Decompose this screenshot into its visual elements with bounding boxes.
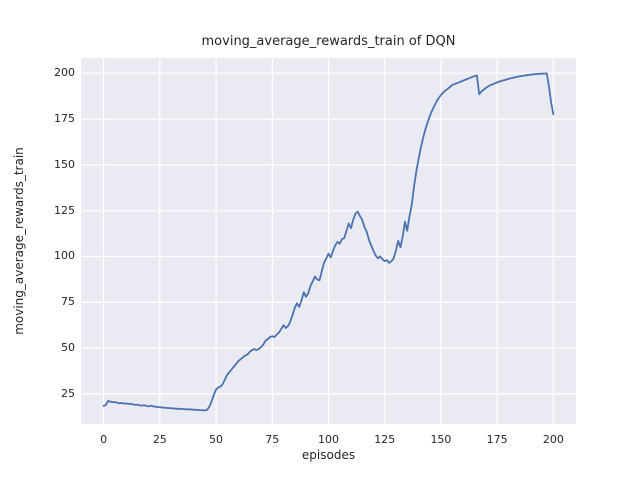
x-tick-label: 0 <box>100 433 108 446</box>
y-tick-label: 50 <box>61 341 75 355</box>
x-tick-label: 50 <box>209 433 224 446</box>
x-tick-label: 125 <box>374 433 396 446</box>
y-tick-label: 150 <box>54 157 75 171</box>
y-tick-label: 25 <box>61 386 75 400</box>
y-axis-label: moving_average_rewards_train <box>12 147 26 335</box>
x-tick-label: 100 <box>318 433 339 446</box>
y-tick-label: 75 <box>61 295 75 309</box>
y-tick-label: 100 <box>54 249 75 263</box>
x-tick-label: 150 <box>430 433 452 446</box>
x-tick-label: 75 <box>265 433 280 446</box>
data-line-series <box>102 72 555 412</box>
y-tick-label: 200 <box>54 66 75 80</box>
chart-title: moving_average_rewards_train of DQN <box>201 34 456 49</box>
x-tick-label: 200 <box>542 433 564 446</box>
x-tick-label: 175 <box>486 433 508 446</box>
x-axis-label: episodes <box>301 448 356 462</box>
line-chart <box>81 58 576 424</box>
y-tick-label: 175 <box>54 112 75 126</box>
y-tick-label: 125 <box>54 203 75 217</box>
x-tick-label: 25 <box>152 433 167 446</box>
plot-area <box>81 58 576 424</box>
